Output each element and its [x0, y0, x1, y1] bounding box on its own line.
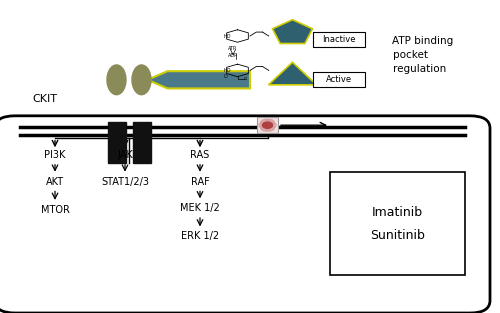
Bar	[132, 122, 150, 163]
Ellipse shape	[260, 119, 270, 124]
FancyArrow shape	[148, 71, 250, 88]
Text: Inactive: Inactive	[322, 35, 356, 44]
Bar	[312, 32, 365, 47]
Text: HO: HO	[224, 34, 231, 39]
Polygon shape	[272, 20, 312, 44]
Text: AKT: AKT	[46, 177, 64, 187]
Bar	[330, 172, 465, 275]
Text: MEK 1/2: MEK 1/2	[180, 203, 220, 213]
Text: JAK: JAK	[117, 150, 133, 160]
Ellipse shape	[266, 119, 274, 124]
Text: RAF: RAF	[190, 177, 210, 187]
Ellipse shape	[269, 122, 276, 128]
Text: HO: HO	[224, 68, 231, 73]
Text: CKIT: CKIT	[32, 94, 58, 104]
Ellipse shape	[266, 126, 274, 131]
Polygon shape	[268, 62, 316, 85]
Ellipse shape	[260, 126, 270, 131]
Bar	[108, 122, 126, 163]
Ellipse shape	[107, 65, 126, 95]
Text: Active: Active	[326, 75, 352, 84]
Text: ERK 1/2: ERK 1/2	[181, 231, 219, 241]
Text: O: O	[224, 74, 227, 79]
Text: RAS: RAS	[190, 150, 210, 160]
Bar	[257, 117, 278, 133]
Text: Imatinib
Sunitinib: Imatinib Sunitinib	[370, 206, 425, 242]
Text: ATP binding
pocket
regulation: ATP binding pocket regulation	[392, 36, 454, 74]
Text: STAT1/2/3: STAT1/2/3	[101, 177, 149, 187]
Bar	[312, 72, 365, 87]
Circle shape	[262, 122, 272, 128]
Text: PI3K: PI3K	[44, 150, 66, 160]
Text: MTOR: MTOR	[40, 205, 70, 215]
FancyBboxPatch shape	[0, 116, 490, 313]
Text: ADP: ADP	[228, 53, 237, 58]
Text: ATP: ATP	[228, 46, 236, 51]
Text: O: O	[244, 77, 247, 81]
Ellipse shape	[259, 122, 266, 128]
Ellipse shape	[132, 65, 151, 95]
